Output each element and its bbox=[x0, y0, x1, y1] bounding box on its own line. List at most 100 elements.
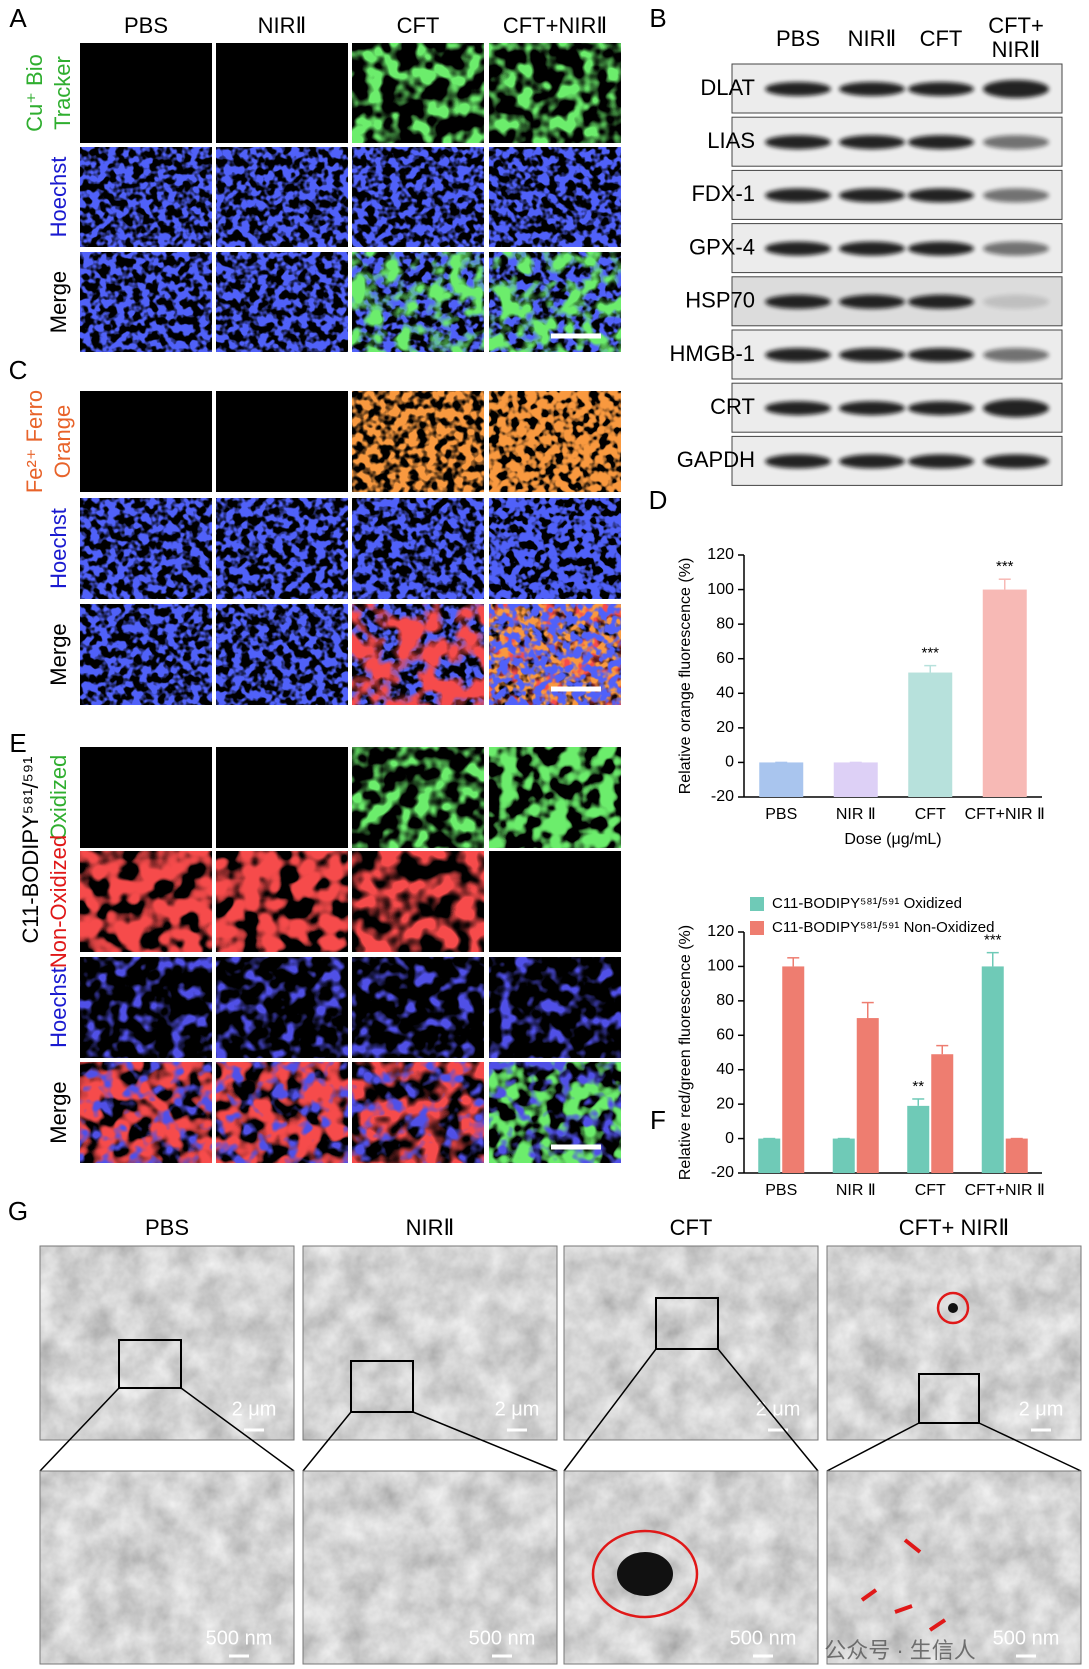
blot-column-header: CFT bbox=[920, 26, 963, 51]
protein-label: LIAS bbox=[707, 128, 755, 153]
y-tick-label: 40 bbox=[716, 685, 734, 702]
stain-overlay bbox=[352, 147, 484, 247]
scale-label: 500 nm bbox=[993, 1627, 1060, 1649]
protein-label: GPX-4 bbox=[689, 234, 755, 259]
bar bbox=[982, 589, 1027, 797]
significance: *** bbox=[996, 558, 1014, 575]
y-tick-label: 20 bbox=[716, 719, 734, 736]
protein-label: HMGB-1 bbox=[669, 341, 755, 366]
protein-band bbox=[908, 135, 974, 150]
zoom-connector bbox=[563, 1348, 657, 1472]
red-arrow bbox=[894, 1604, 913, 1614]
stain-overlay bbox=[216, 957, 348, 1058]
row-label: Merge bbox=[46, 623, 71, 685]
blot-column-header: NIRⅡ bbox=[848, 26, 897, 51]
micrograph bbox=[216, 747, 348, 848]
stain-overlay bbox=[489, 498, 621, 599]
stain-overlay bbox=[80, 252, 212, 352]
protein-band bbox=[908, 348, 974, 362]
tem-zoom-image bbox=[40, 1471, 294, 1664]
protein-band bbox=[908, 454, 974, 469]
protein-band bbox=[765, 82, 831, 96]
stain-overlay bbox=[352, 43, 484, 143]
protein-band bbox=[839, 294, 905, 309]
tem-frame bbox=[826, 1245, 1082, 1441]
probe-label: C11-BODIPY⁵⁸¹/⁵⁹¹ bbox=[18, 757, 43, 944]
highlight-circle bbox=[936, 1291, 970, 1325]
watermark: 公众号 · 生信人 bbox=[824, 1638, 976, 1663]
protein-band bbox=[839, 348, 905, 362]
blot-column-header: CFT+ bbox=[988, 13, 1044, 38]
protein-band bbox=[983, 454, 1049, 469]
tem-zoom-image bbox=[827, 1471, 1081, 1664]
stain-overlay bbox=[352, 851, 484, 952]
stain-overlay bbox=[80, 147, 212, 247]
zoom-connector bbox=[302, 1411, 352, 1472]
panel-letter: E bbox=[9, 728, 26, 758]
bar bbox=[759, 762, 804, 797]
red-arrow bbox=[903, 1538, 922, 1554]
stain-overlay bbox=[216, 604, 348, 705]
protein-band bbox=[983, 294, 1049, 309]
tem-image bbox=[564, 1246, 818, 1440]
stain-overlay bbox=[489, 391, 621, 492]
micrograph bbox=[216, 391, 348, 492]
row-label: Hoechst bbox=[46, 967, 71, 1048]
red-arrow bbox=[860, 1588, 878, 1602]
stain-overlay bbox=[216, 851, 348, 952]
stain-overlay bbox=[352, 498, 484, 599]
stain-overlay bbox=[216, 252, 348, 352]
zoom-connector bbox=[412, 1411, 558, 1472]
protein-band bbox=[839, 241, 905, 256]
stain-overlay bbox=[489, 957, 621, 1058]
bar bbox=[907, 1105, 930, 1173]
y-tick-label: 40 bbox=[716, 1061, 734, 1078]
stain-overlay bbox=[216, 147, 348, 247]
protein-label: GAPDH bbox=[677, 447, 755, 472]
protein-band bbox=[839, 401, 905, 416]
stain-overlay bbox=[352, 1062, 484, 1163]
y-tick-label: 60 bbox=[716, 1027, 734, 1044]
protein-band bbox=[765, 241, 831, 256]
scale-label: 2 μm bbox=[756, 1398, 801, 1420]
blot-column-header: PBS bbox=[776, 26, 820, 51]
stain-overlay bbox=[352, 252, 484, 352]
tem-frame bbox=[563, 1245, 819, 1441]
y-tick-label: -20 bbox=[711, 788, 734, 805]
column-header: NIRⅡ bbox=[258, 13, 307, 38]
stain-overlay bbox=[352, 957, 484, 1058]
legend-swatch bbox=[750, 921, 764, 935]
tem-column-header: NIRⅡ bbox=[406, 1215, 455, 1240]
row-label: Merge bbox=[46, 271, 71, 333]
zoom-box bbox=[655, 1297, 719, 1350]
x-tick-label: PBS bbox=[765, 806, 797, 823]
panel-letter: C bbox=[9, 355, 28, 385]
tem-frame bbox=[302, 1470, 558, 1665]
protein-band bbox=[983, 80, 1049, 98]
y-tick-label: 100 bbox=[707, 958, 734, 975]
red-arrow bbox=[928, 1618, 947, 1632]
zoom-box bbox=[118, 1339, 182, 1389]
zoom-connector bbox=[180, 1387, 295, 1472]
stain-overlay bbox=[489, 747, 621, 848]
scale-label: 500 nm bbox=[206, 1627, 273, 1649]
protein-band bbox=[839, 82, 905, 96]
legend-label: C11-BODIPY⁵⁸¹/⁵⁹¹ Non-Oxidized bbox=[772, 919, 994, 936]
micrograph bbox=[80, 391, 212, 492]
bar bbox=[758, 1138, 781, 1173]
zoom-connector bbox=[978, 1422, 1082, 1472]
y-tick-label: 120 bbox=[707, 546, 734, 563]
x-tick-label: CFT bbox=[915, 1182, 946, 1199]
row-label: Orange bbox=[50, 405, 75, 478]
stain-overlay bbox=[80, 498, 212, 599]
stain-overlay bbox=[80, 957, 212, 1058]
column-header: PBS bbox=[124, 13, 168, 38]
protein-band bbox=[908, 401, 974, 416]
x-tick-label: PBS bbox=[765, 1182, 797, 1199]
scale-label: 2 μm bbox=[232, 1398, 277, 1420]
significance: *** bbox=[984, 932, 1002, 949]
row-label: Hoechst bbox=[46, 508, 71, 589]
x-tick-label: CFT bbox=[915, 806, 946, 823]
scale-label: 2 μm bbox=[495, 1398, 540, 1420]
